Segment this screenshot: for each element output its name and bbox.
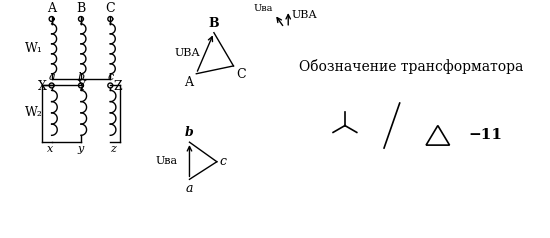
Text: W₁: W₁ (25, 42, 43, 55)
Text: A: A (47, 2, 56, 15)
Text: a: a (48, 72, 55, 82)
Text: b: b (185, 126, 194, 139)
Text: UВА: UВА (174, 48, 200, 58)
Text: Uва: Uва (156, 156, 178, 166)
Text: W₂: W₂ (25, 106, 43, 119)
Text: a: a (186, 182, 193, 195)
Text: UВА: UВА (291, 10, 317, 20)
Text: y: y (78, 144, 84, 154)
Text: Обозначение трансформатора: Обозначение трансформатора (299, 60, 524, 74)
Text: c: c (220, 155, 227, 168)
Text: Uва: Uва (253, 4, 273, 13)
Text: −11: −11 (468, 128, 502, 142)
Text: X: X (38, 79, 47, 93)
Text: B: B (208, 17, 219, 30)
Text: C: C (236, 68, 246, 81)
Text: x: x (47, 144, 53, 154)
Text: c: c (107, 72, 113, 82)
Text: b: b (78, 72, 85, 82)
Text: A: A (184, 76, 194, 89)
Text: z: z (110, 144, 116, 154)
Text: C: C (106, 2, 115, 15)
Text: B: B (76, 2, 86, 15)
Text: Z: Z (113, 79, 122, 93)
Text: Y: Y (77, 79, 85, 93)
